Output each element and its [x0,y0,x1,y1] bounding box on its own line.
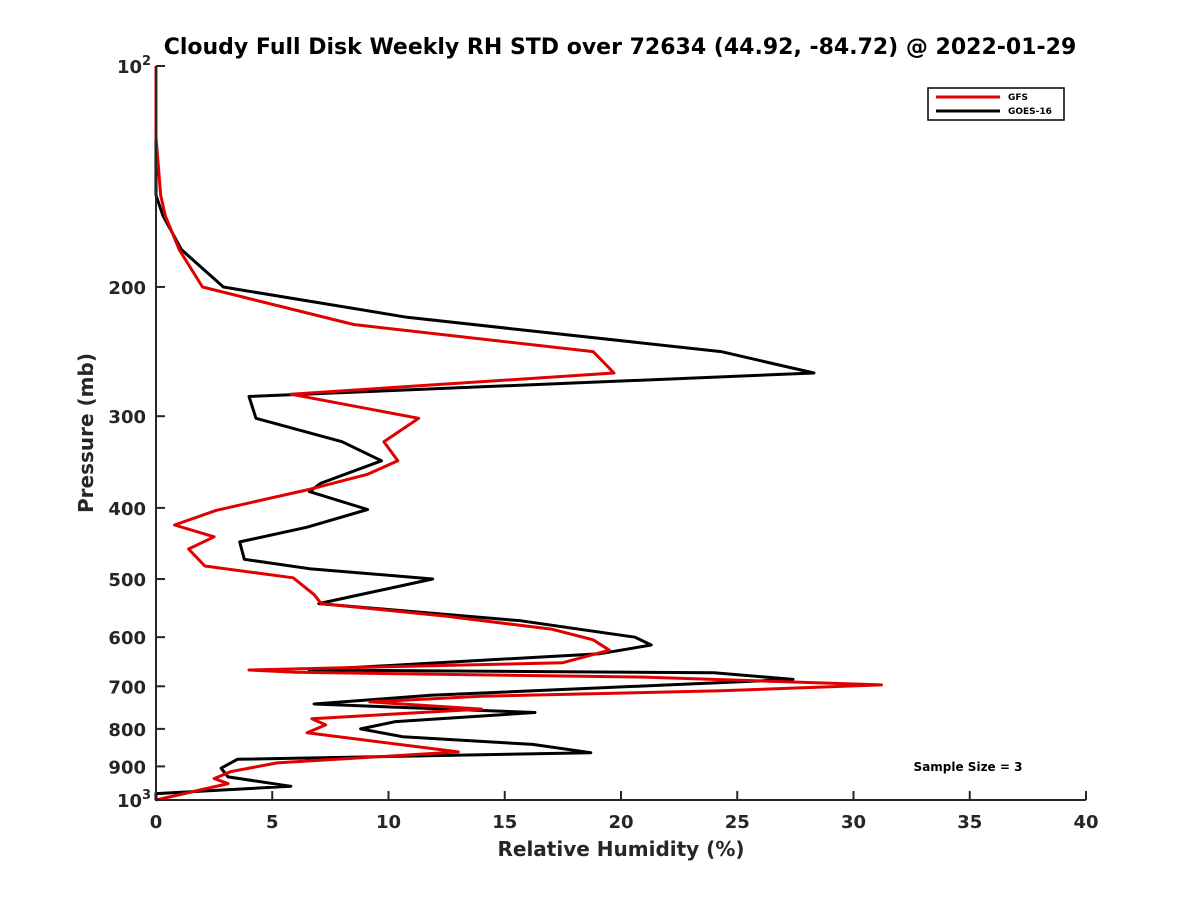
x-tick-label: 15 [492,812,517,833]
sample-size-annotation: Sample Size = 3 [914,760,1023,774]
chart-title: Cloudy Full Disk Weekly RH STD over 7263… [164,35,1077,60]
y-tick-label: 300 [108,407,146,428]
legend-label-gfs: GFS [1008,93,1028,103]
legend: GFS GOES-16 [927,87,1065,121]
x-tick-label: 35 [957,812,982,833]
x-tick-label: 0 [150,812,163,833]
y-axis-label: Pressure (mb) [74,353,98,513]
y-tick-label: 10 [117,57,142,78]
series-line-goes-16 [154,66,816,800]
y-tick-label: 500 [108,570,146,591]
y-tick-exponent: 3 [142,788,151,803]
legend-items: GFS GOES-16 [936,93,1052,117]
x-tick-label: 20 [608,812,633,833]
series-layer [154,66,883,802]
y-tick-label: 700 [108,677,146,698]
y-tick-label: 600 [108,628,146,649]
legend-box [927,87,1065,121]
x-tick-label: 40 [1073,812,1098,833]
y-tick-label: 400 [108,499,146,520]
y-tick-label: 900 [108,757,146,778]
y-tick-exponent: 2 [142,54,151,69]
legend-label-goes-16: GOES-16 [1008,107,1052,117]
x-tick-label: 30 [841,812,866,833]
x-tick-label: 10 [376,812,401,833]
y-tick-label: 800 [108,720,146,741]
x-axis-ticks: 0 5 10 15 20 25 30 35 40 [150,791,1099,833]
x-axis-label: Relative Humidity (%) [497,837,744,861]
y-tick-label: 10 [117,791,142,812]
x-tick-label: 25 [725,812,750,833]
y-tick-label: 200 [108,278,146,299]
series-line-gfs [154,66,883,802]
plot-area: 0 5 10 15 20 25 30 35 40 10 220030040050060070080… [108,54,1098,833]
x-tick-label: 5 [266,812,279,833]
